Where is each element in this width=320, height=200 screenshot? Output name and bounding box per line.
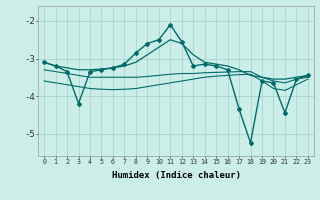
X-axis label: Humidex (Indice chaleur): Humidex (Indice chaleur) xyxy=(111,171,241,180)
